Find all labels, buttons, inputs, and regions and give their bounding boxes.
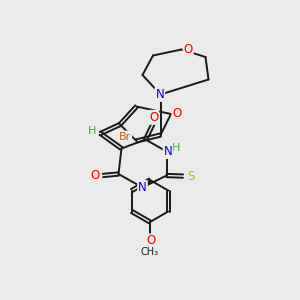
Text: H: H <box>172 143 180 153</box>
Text: N: N <box>138 181 147 194</box>
Text: O: O <box>90 169 99 182</box>
Text: H: H <box>88 126 96 136</box>
Text: S: S <box>187 169 194 183</box>
Text: O: O <box>149 111 158 124</box>
Text: N: N <box>164 145 172 158</box>
Text: Br: Br <box>119 131 131 142</box>
Text: O: O <box>184 43 193 56</box>
Text: CH₃: CH₃ <box>141 247 159 257</box>
Text: O: O <box>172 107 182 120</box>
Text: O: O <box>146 234 155 248</box>
Text: N: N <box>155 88 164 101</box>
